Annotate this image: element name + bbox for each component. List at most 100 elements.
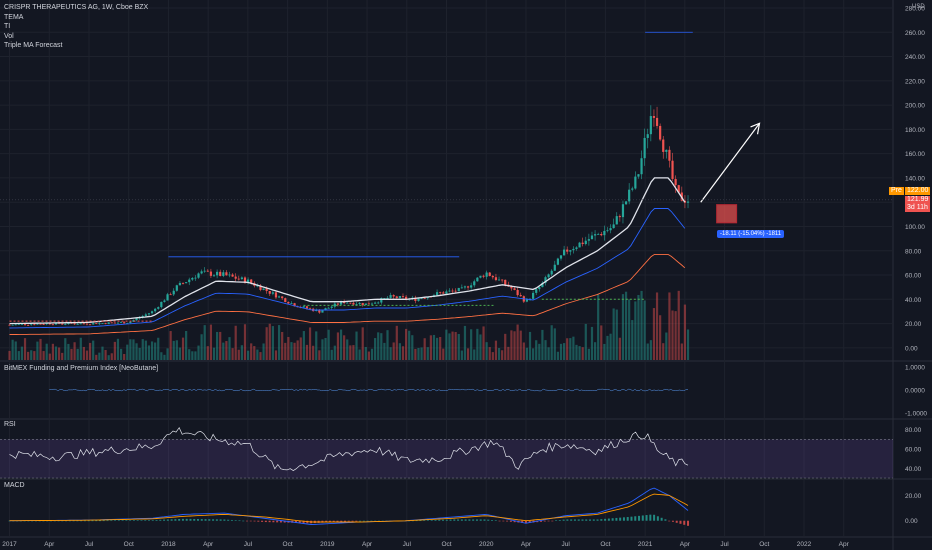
candle-body[interactable] xyxy=(442,292,445,294)
candle-body[interactable] xyxy=(479,275,482,278)
candle-body[interactable] xyxy=(535,289,538,293)
candle-body[interactable] xyxy=(191,277,194,280)
candle-body[interactable] xyxy=(73,323,76,325)
candle-body[interactable] xyxy=(454,290,457,292)
candle-body[interactable] xyxy=(308,308,312,310)
candle-body[interactable] xyxy=(671,160,674,179)
candle-body[interactable] xyxy=(640,158,643,175)
candle-body[interactable] xyxy=(54,322,58,325)
candle-body[interactable] xyxy=(209,271,213,276)
candle-body[interactable] xyxy=(268,290,271,294)
candle-body[interactable] xyxy=(510,286,513,289)
candle-body[interactable] xyxy=(20,324,24,325)
candle-body[interactable] xyxy=(222,272,225,276)
candle-body[interactable] xyxy=(559,255,563,259)
candle-body[interactable] xyxy=(395,296,398,298)
candle-body[interactable] xyxy=(581,242,584,245)
candle-body[interactable] xyxy=(126,323,129,324)
candle-body[interactable] xyxy=(259,285,262,290)
candle-body[interactable] xyxy=(615,216,618,225)
candle-body[interactable] xyxy=(200,271,203,274)
candle-body[interactable] xyxy=(129,321,132,324)
candle-body[interactable] xyxy=(370,303,374,305)
candle-body[interactable] xyxy=(27,324,30,326)
candle-body[interactable] xyxy=(206,270,209,272)
candle-body[interactable] xyxy=(569,250,572,252)
candle-body[interactable] xyxy=(497,279,501,281)
candle-body[interactable] xyxy=(42,324,45,325)
candle-body[interactable] xyxy=(88,324,92,326)
candle-body[interactable] xyxy=(628,189,631,202)
candle-body[interactable] xyxy=(597,234,600,235)
candle-body[interactable] xyxy=(324,308,327,311)
candle-body[interactable] xyxy=(423,298,426,299)
candle-body[interactable] xyxy=(532,292,535,299)
candle-body[interactable] xyxy=(132,320,135,322)
candle-body[interactable] xyxy=(460,287,463,289)
candle-body[interactable] xyxy=(339,301,343,305)
candle-body[interactable] xyxy=(203,270,206,272)
funding-pane-title[interactable]: BitMEX Funding and Premium Index [NeoBut… xyxy=(4,365,159,372)
candle-body[interactable] xyxy=(39,323,42,325)
candle-body[interactable] xyxy=(160,301,163,308)
candle-body[interactable] xyxy=(271,292,274,294)
measure-label[interactable]: -18.11 (-15.04%) -1811 xyxy=(717,230,785,238)
candle-body[interactable] xyxy=(476,277,479,282)
candle-body[interactable] xyxy=(649,116,652,135)
candle-body[interactable] xyxy=(104,323,107,324)
candle-body[interactable] xyxy=(346,302,349,304)
candle-body[interactable] xyxy=(82,323,85,325)
candle-body[interactable] xyxy=(163,300,166,302)
candle-body[interactable] xyxy=(23,324,27,325)
candle-body[interactable] xyxy=(386,297,389,299)
axes[interactable]: 0.0020.0040.0060.0080.00100.00120.00140.… xyxy=(2,6,927,549)
drawings[interactable] xyxy=(0,31,893,322)
candle-body[interactable] xyxy=(482,275,485,277)
rsi-pane-title[interactable]: RSI xyxy=(4,421,16,428)
candle-body[interactable] xyxy=(575,247,578,249)
candle-body[interactable] xyxy=(11,324,14,326)
candle-body[interactable] xyxy=(219,271,222,276)
candle-body[interactable] xyxy=(302,306,305,308)
candle-body[interactable] xyxy=(659,125,662,140)
candle-body[interactable] xyxy=(349,302,352,304)
macd-line[interactable] xyxy=(9,487,689,525)
projection-arrow[interactable] xyxy=(700,122,761,203)
candle-body[interactable] xyxy=(234,276,237,279)
candle-body[interactable] xyxy=(374,302,377,304)
candle-body[interactable] xyxy=(51,324,55,326)
candle-body[interactable] xyxy=(95,323,98,325)
candle-body[interactable] xyxy=(547,274,550,278)
candle-body[interactable] xyxy=(8,324,11,326)
candle-body[interactable] xyxy=(30,324,33,326)
candle-body[interactable] xyxy=(609,228,612,231)
candle-body[interactable] xyxy=(513,288,516,290)
candle-body[interactable] xyxy=(107,322,110,324)
candle-body[interactable] xyxy=(225,272,228,276)
candle-body[interactable] xyxy=(181,283,185,284)
legend-indicator-ti[interactable]: TI xyxy=(4,23,11,30)
candle-body[interactable] xyxy=(64,324,67,325)
candle-body[interactable] xyxy=(401,295,405,297)
symbol-title[interactable]: CRISPR THERAPEUTICS AG, 1W, Cboe BZX xyxy=(4,4,149,11)
candle-body[interactable] xyxy=(336,303,340,305)
candle-body[interactable] xyxy=(327,307,330,309)
candle-body[interactable] xyxy=(48,323,51,325)
candle-body[interactable] xyxy=(566,249,569,252)
candle-body[interactable] xyxy=(185,282,188,284)
candle-body[interactable] xyxy=(98,323,101,325)
candle-body[interactable] xyxy=(67,322,70,325)
candle-body[interactable] xyxy=(243,277,247,283)
candle-body[interactable] xyxy=(355,304,358,305)
candle-body[interactable] xyxy=(553,264,556,271)
candle-body[interactable] xyxy=(175,285,178,291)
candle-body[interactable] xyxy=(92,323,95,325)
candle-body[interactable] xyxy=(404,296,408,300)
candle-body[interactable] xyxy=(637,174,640,177)
candle-body[interactable] xyxy=(281,296,284,299)
candle-body[interactable] xyxy=(674,178,677,186)
candle-body[interactable] xyxy=(392,295,395,297)
candle-body[interactable] xyxy=(197,273,200,278)
candle-body[interactable] xyxy=(494,277,498,281)
